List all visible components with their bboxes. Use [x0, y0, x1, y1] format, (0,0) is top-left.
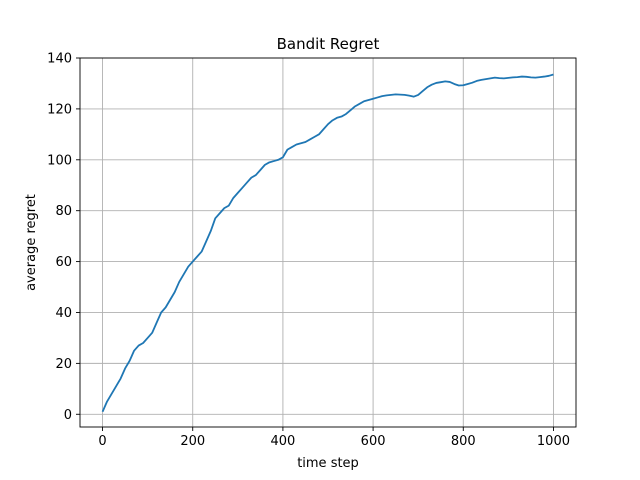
plot-frame: [79, 57, 577, 428]
x-tick-label: 1000: [537, 434, 570, 449]
y-tick-label: 140: [47, 52, 72, 67]
x-tick-label: 600: [361, 434, 386, 449]
x-axis-label: time step: [297, 456, 359, 471]
y-tick-label: 100: [47, 153, 72, 168]
y-tick-label: 60: [55, 255, 72, 270]
y-tick-label: 120: [47, 102, 72, 117]
y-tick-label: 0: [64, 408, 72, 423]
x-tick-label: 800: [451, 434, 476, 449]
y-axis-label: average regret: [24, 194, 39, 291]
x-tick-label: 200: [180, 434, 205, 449]
x-tick-label: 400: [270, 434, 295, 449]
series-layer: [101, 73, 554, 413]
chart-title: Bandit Regret: [277, 35, 380, 53]
y-tick-label: 20: [55, 357, 72, 372]
y-tick-label: 40: [55, 306, 72, 321]
y-tick-label: 80: [55, 204, 72, 219]
x-tick-label: 0: [98, 434, 106, 449]
series-line: [101, 73, 554, 413]
axis-ticks: 0 200 400 600 800 1000 0 20 40 60 80 100 120 140: [47, 52, 570, 450]
